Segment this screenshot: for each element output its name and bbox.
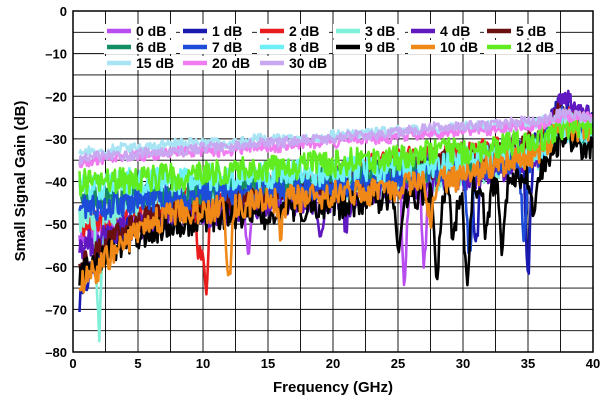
legend-label: 5 dB xyxy=(516,23,546,39)
y-tick-label: –20 xyxy=(45,89,67,104)
legend-item-background xyxy=(484,40,556,54)
x-tick-label: 20 xyxy=(326,356,340,371)
y-tick-labels: 0 –10 –20 –30 –40 –50 –60 –70 –80 xyxy=(45,4,67,360)
series-30-db xyxy=(78,108,593,166)
legend-item-background xyxy=(104,56,176,70)
legend-label: 1 dB xyxy=(212,23,242,39)
legend-item-background xyxy=(257,40,329,54)
x-tick-label: 40 xyxy=(586,356,600,371)
legend-label: 3 dB xyxy=(365,23,395,39)
legend: 0 dB 1 dB 2 dB 3 dB 4 dB 5 dB 6 dB 7 dB 8 dB 9 dB… xyxy=(104,23,556,71)
series-lines xyxy=(78,89,594,343)
legend-item-background xyxy=(180,40,252,54)
y-tick-label: –30 xyxy=(45,132,67,147)
plot-frame xyxy=(72,10,594,353)
legend-label: 4 dB xyxy=(440,23,470,39)
y-tick-label: –60 xyxy=(45,260,67,275)
legend-label: 20 dB xyxy=(212,55,250,71)
y-tick-label: –10 xyxy=(45,47,67,62)
legend-item-background xyxy=(408,40,480,54)
x-tick-label: 30 xyxy=(456,356,470,371)
legend-item-background xyxy=(180,24,252,38)
legend-label: 7 dB xyxy=(212,39,242,55)
legend-label: 6 dB xyxy=(136,39,166,55)
legend-label: 9 dB xyxy=(365,39,395,55)
legend-label: 10 dB xyxy=(440,39,478,55)
legend-label: 30 dB xyxy=(289,55,327,71)
legend-item-background xyxy=(333,24,405,38)
legend-item-background xyxy=(180,56,252,70)
y-tick-label: 0 xyxy=(60,4,67,19)
y-tick-label: –40 xyxy=(45,175,67,190)
legend-item-background xyxy=(104,40,176,54)
legend-item-background xyxy=(104,24,176,38)
x-tick-label: 15 xyxy=(261,356,275,371)
x-tick-label: 35 xyxy=(521,356,535,371)
y-tick-label: –50 xyxy=(45,217,67,232)
legend-label: 8 dB xyxy=(289,39,319,55)
x-tick-label: 10 xyxy=(196,356,210,371)
series-line xyxy=(78,113,594,294)
x-axis-title: Frequency (GHz) xyxy=(273,379,393,396)
series-12-db xyxy=(78,116,594,197)
series-line xyxy=(78,116,594,197)
legend-label: 0 dB xyxy=(136,23,166,39)
legend-item-background xyxy=(333,40,405,54)
legend-label: 12 dB xyxy=(516,39,554,55)
series-line xyxy=(78,108,593,166)
legend-item-background xyxy=(257,24,329,38)
x-tick-label: 5 xyxy=(134,356,141,371)
legend-item-background xyxy=(408,24,480,38)
series-10-db xyxy=(78,113,594,294)
x-tick-label: 25 xyxy=(391,356,405,371)
y-tick-label: –70 xyxy=(45,302,67,317)
x-tick-label: 0 xyxy=(69,356,76,371)
legend-label: 2 dB xyxy=(289,23,319,39)
legend-label: 15 dB xyxy=(136,55,174,71)
y-axis-title: Small Signal Gain (dB) xyxy=(12,101,29,262)
legend-item-background xyxy=(484,24,556,38)
x-tick-labels: 0 5 10 15 20 25 30 35 40 xyxy=(69,356,600,371)
y-tick-label: –80 xyxy=(45,345,67,360)
legend-item-background xyxy=(257,56,329,70)
